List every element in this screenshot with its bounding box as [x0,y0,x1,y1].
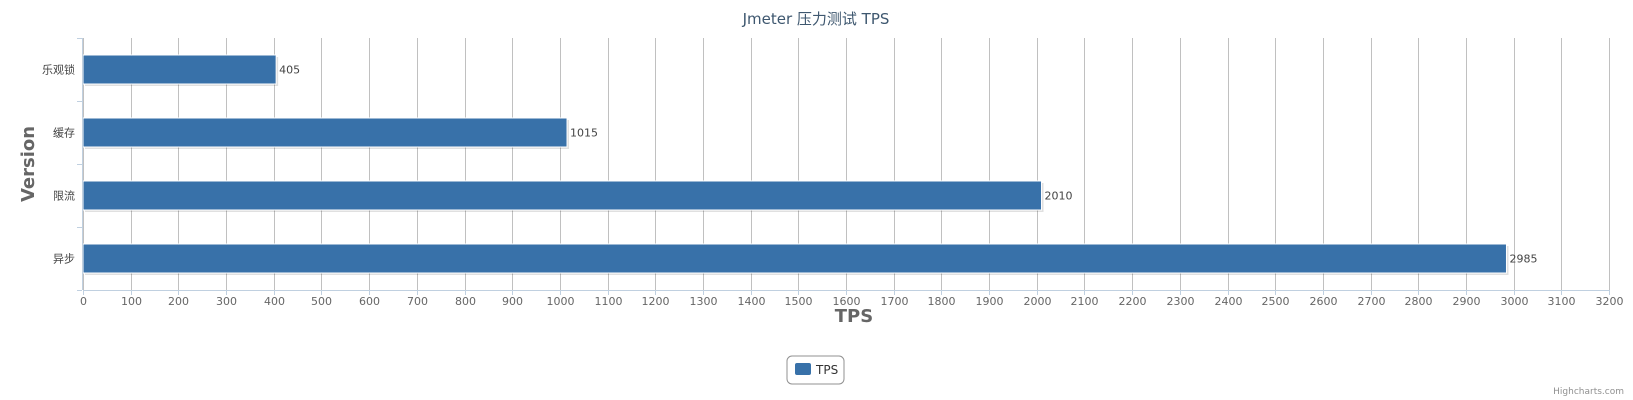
x-tick-label: 1700 [881,295,909,308]
x-tick-label: 200 [168,295,189,308]
category-label: 异步 [53,253,75,266]
x-tick-label: 1300 [690,295,718,308]
x-tick-label: 1900 [976,295,1004,308]
data-label: 2010 [1045,190,1073,203]
x-tick-label: 2700 [1358,295,1386,308]
bars: 405 1015 2010 2985 [82,54,1537,275]
x-tick-label: 2100 [1071,295,1099,308]
credits-link[interactable]: Highcharts.com [1553,387,1624,397]
x-tick-label: 600 [359,295,380,308]
x-tick-label: 1500 [785,295,813,308]
x-tick-label: 3000 [1501,295,1529,308]
data-label: 405 [279,64,300,77]
x-tick-label: 900 [502,295,523,308]
category-label: 乐观锁 [42,63,75,77]
bar[interactable] [82,117,568,148]
bar[interactable] [82,54,277,85]
x-axis-title: TPS [835,306,873,327]
legend-swatch-tps [795,363,811,375]
x-tick-label: 3100 [1548,295,1576,308]
x-tick-label: 2500 [1262,295,1290,308]
x-tick-label: 800 [455,295,476,308]
chart-title: Jmeter 压力测试 TPS [742,10,890,28]
x-tick-label: 2200 [1119,295,1147,308]
x-tick-label: 100 [121,295,142,308]
x-tick-label: 0 [80,295,87,308]
axes: 0 100 200 300 400 500 600 700 800 900 1000 1100 1200… [42,38,1624,308]
x-tick-label: 1600 [833,295,861,308]
x-tick-label: 700 [407,295,428,308]
x-tick-label: 2900 [1453,295,1481,308]
category-label: 缓存 [53,126,75,140]
data-label: 2985 [1509,253,1537,266]
bar[interactable] [82,180,1043,211]
y-axis-title: Version [18,126,39,202]
x-tick-label: 1800 [928,295,956,308]
legend[interactable]: TPS [786,355,845,385]
category-label: 限流 [53,189,75,203]
x-tick-label: 2600 [1310,295,1338,308]
x-tick-label: 2400 [1215,295,1243,308]
x-tick-label: 300 [216,295,237,308]
x-tick-label: 2300 [1167,295,1195,308]
x-tick-label: 1200 [642,295,670,308]
x-tick-label: 500 [311,295,332,308]
x-tick-label: 1400 [738,295,766,308]
x-tick-label: 2000 [1024,295,1052,308]
x-tick-label: 400 [264,295,285,308]
legend-label-tps: TPS [815,363,838,377]
x-tick-label: 2800 [1405,295,1433,308]
x-tick-label: 1100 [595,295,623,308]
bar[interactable] [82,243,1507,274]
x-tick-label: 3200 [1596,295,1624,308]
data-label: 1015 [570,127,598,140]
x-tick-label: 1000 [547,295,575,308]
